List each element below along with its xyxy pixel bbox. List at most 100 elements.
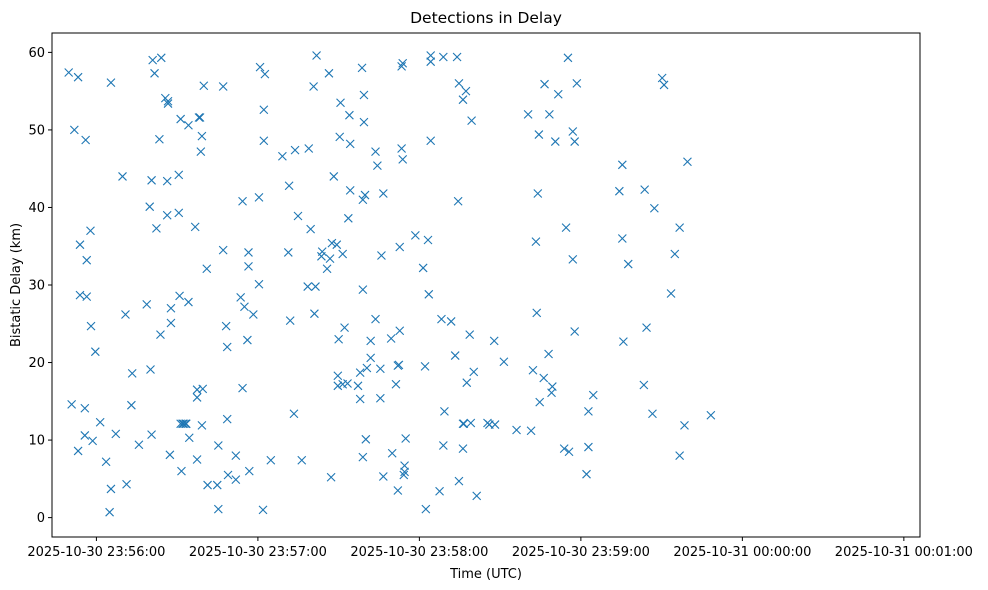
- data-point: [285, 316, 295, 326]
- data-point: [539, 373, 549, 383]
- data-point: [197, 420, 207, 430]
- data-point: [322, 264, 332, 274]
- data-point: [213, 504, 223, 514]
- data-point: [324, 68, 334, 78]
- data-point: [278, 151, 287, 161]
- data-point: [680, 420, 689, 430]
- data-point: [359, 90, 369, 100]
- data-point: [467, 116, 476, 126]
- data-point: [231, 451, 241, 460]
- data-point: [570, 137, 580, 146]
- data-point: [311, 282, 320, 291]
- data-point: [289, 409, 299, 419]
- data-point: [310, 309, 319, 319]
- x-axis-label: Time (UTC): [449, 567, 522, 582]
- data-point: [334, 334, 344, 344]
- data-point: [398, 58, 408, 68]
- data-point: [353, 381, 363, 391]
- data-point: [283, 248, 293, 257]
- data-point: [617, 234, 627, 243]
- x-tick-label: 2025-10-30 23:59:00: [512, 545, 650, 560]
- data-point: [174, 208, 184, 218]
- data-point: [659, 80, 669, 90]
- data-point: [366, 336, 376, 346]
- x-tick-label: 2025-10-31 00:00:00: [673, 545, 811, 560]
- data-point: [106, 484, 116, 494]
- data-point: [156, 330, 165, 340]
- data-point: [512, 425, 521, 435]
- data-point: [499, 357, 509, 367]
- data-point: [177, 466, 186, 476]
- data-point: [393, 486, 403, 495]
- data-point: [395, 242, 405, 252]
- data-point: [293, 211, 303, 221]
- data-point: [564, 447, 574, 457]
- data-point: [333, 371, 343, 381]
- data-point: [175, 291, 184, 301]
- data-point: [469, 367, 479, 377]
- data-point: [459, 419, 469, 429]
- data-point: [80, 403, 90, 413]
- data-point: [373, 161, 382, 170]
- data-point: [147, 175, 156, 185]
- data-point: [335, 132, 345, 142]
- data-point: [326, 472, 336, 482]
- data-point: [95, 417, 105, 427]
- y-tick-label: 10: [28, 434, 45, 449]
- data-point: [544, 110, 554, 119]
- data-point: [238, 196, 247, 206]
- data-point: [640, 185, 650, 195]
- data-point: [254, 279, 264, 289]
- data-point: [198, 384, 208, 394]
- data-point: [297, 455, 307, 465]
- data-point: [617, 160, 627, 170]
- data-point: [162, 176, 172, 186]
- data-point: [623, 259, 633, 269]
- data-point: [378, 189, 388, 198]
- data-point: [458, 95, 468, 105]
- data-point: [73, 446, 83, 456]
- data-point: [254, 192, 264, 202]
- y-axis-label: Bistatic Delay (km): [9, 223, 24, 347]
- data-point: [196, 147, 206, 157]
- x-tick-label: 2025-10-31 00:01:00: [835, 545, 973, 560]
- data-point: [174, 170, 184, 180]
- data-point: [203, 480, 212, 490]
- data-point: [452, 52, 462, 62]
- data-point: [192, 455, 202, 464]
- data-point: [73, 72, 83, 82]
- data-point: [176, 114, 186, 124]
- data-point: [378, 472, 388, 481]
- data-point: [440, 406, 449, 416]
- data-point: [213, 441, 223, 450]
- data-point: [179, 419, 189, 429]
- y-tick-label: 20: [28, 356, 45, 371]
- data-point: [588, 390, 598, 400]
- y-tick-label: 0: [37, 511, 45, 526]
- data-point: [259, 105, 269, 115]
- data-point: [528, 365, 538, 375]
- x-axis: 2025-10-30 23:56:00 2025-10-30 23:57:00 20…: [27, 537, 973, 560]
- data-point: [397, 144, 407, 153]
- data-point: [333, 381, 343, 391]
- data-point: [544, 349, 553, 359]
- data-point: [706, 410, 716, 420]
- data-point: [222, 342, 232, 352]
- data-point: [358, 452, 368, 462]
- data-point: [238, 383, 247, 393]
- data-point: [248, 310, 258, 319]
- x-tick-label: 2025-10-30 23:57:00: [189, 545, 327, 560]
- data-point: [355, 394, 365, 404]
- data-point: [375, 364, 385, 374]
- data-point: [258, 505, 268, 515]
- data-point: [69, 125, 79, 135]
- data-point: [418, 263, 428, 273]
- data-point: [105, 507, 114, 517]
- data-point: [377, 251, 386, 260]
- data-point: [338, 249, 348, 259]
- data-point: [80, 431, 90, 440]
- data-point: [223, 470, 233, 480]
- data-point: [426, 57, 436, 67]
